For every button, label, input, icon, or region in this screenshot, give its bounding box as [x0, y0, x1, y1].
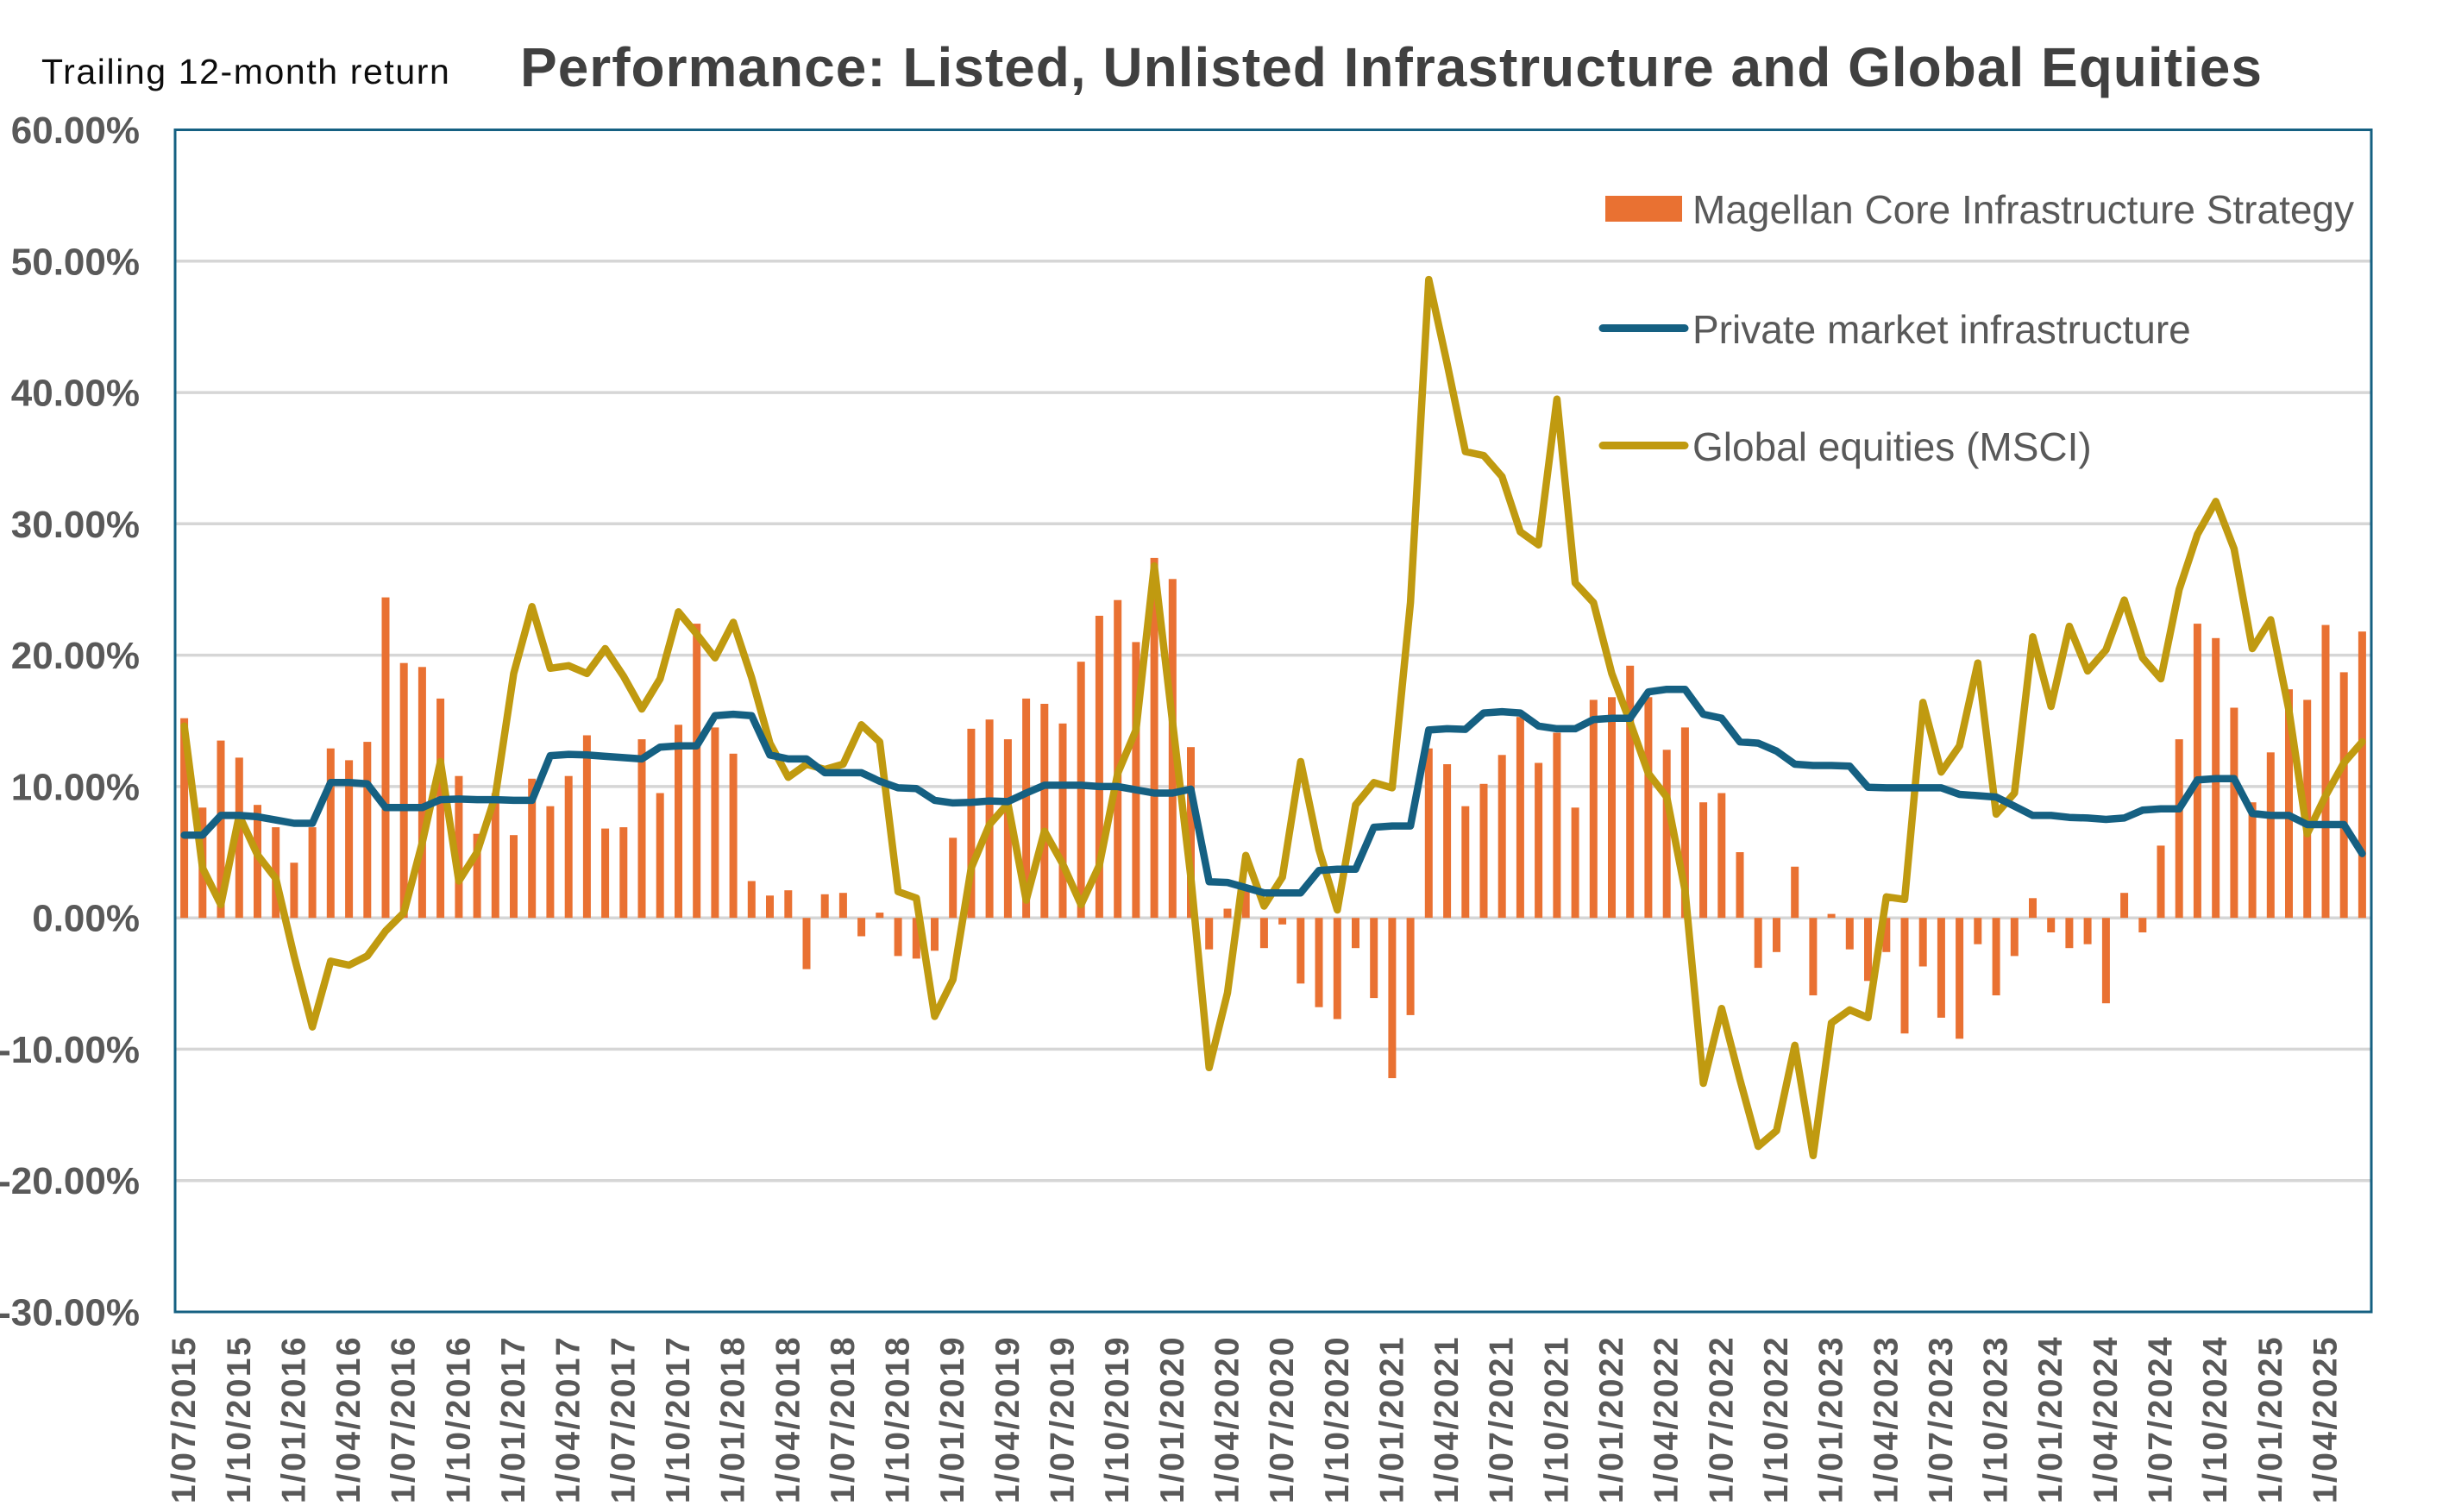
svg-text:1/10/2018: 1/10/2018 [880, 1335, 917, 1503]
svg-text:1/10/2020: 1/10/2020 [1319, 1335, 1356, 1503]
svg-text:1/07/2024: 1/07/2024 [2143, 1335, 2180, 1503]
svg-text:Performance: Listed, Unlisted: Performance: Listed, Unlisted Infrastruc… [520, 36, 2263, 98]
svg-text:1/04/2018: 1/04/2018 [769, 1335, 807, 1503]
svg-text:30.00%: 30.00% [11, 504, 140, 546]
svg-text:1/04/2016: 1/04/2016 [330, 1335, 367, 1503]
svg-text:-20.00%: -20.00% [0, 1160, 140, 1202]
svg-text:1/01/2023: 1/01/2023 [1813, 1335, 1850, 1503]
svg-text:1/07/2020: 1/07/2020 [1264, 1335, 1301, 1503]
svg-text:40.00%: 40.00% [11, 373, 140, 415]
svg-text:1/04/2020: 1/04/2020 [1209, 1335, 1246, 1503]
svg-text:1/01/2018: 1/01/2018 [715, 1335, 752, 1503]
svg-text:1/04/2019: 1/04/2019 [989, 1335, 1027, 1503]
svg-text:1/07/2016: 1/07/2016 [386, 1335, 423, 1503]
svg-text:1/01/2021: 1/01/2021 [1373, 1335, 1410, 1503]
svg-text:1/04/2024: 1/04/2024 [2088, 1335, 2125, 1503]
svg-text:1/07/2018: 1/07/2018 [825, 1335, 862, 1503]
svg-text:1/01/2020: 1/01/2020 [1154, 1335, 1191, 1503]
svg-text:1/01/2025: 1/01/2025 [2252, 1335, 2289, 1503]
svg-text:20.00%: 20.00% [11, 635, 140, 677]
svg-text:1/10/2024: 1/10/2024 [2197, 1335, 2234, 1503]
svg-text:50.00%: 50.00% [11, 241, 140, 283]
svg-text:1/07/2023: 1/07/2023 [1923, 1335, 1960, 1503]
svg-text:1/10/2019: 1/10/2019 [1099, 1335, 1136, 1503]
svg-text:60.00%: 60.00% [11, 110, 140, 152]
svg-text:10.00%: 10.00% [11, 766, 140, 808]
svg-text:1/07/2021: 1/07/2021 [1484, 1335, 1521, 1503]
svg-text:1/10/2017: 1/10/2017 [660, 1335, 697, 1503]
svg-text:1/04/2017: 1/04/2017 [550, 1335, 587, 1503]
svg-text:1/01/2017: 1/01/2017 [495, 1335, 532, 1503]
svg-text:1/10/2022: 1/10/2022 [1758, 1335, 1795, 1503]
svg-text:Trailing 12-month return: Trailing 12-month return [41, 52, 450, 91]
svg-text:1/07/2019: 1/07/2019 [1045, 1335, 1082, 1503]
svg-text:1/01/2022: 1/01/2022 [1593, 1335, 1630, 1503]
svg-text:1/04/2021: 1/04/2021 [1428, 1335, 1466, 1503]
svg-text:1/04/2023: 1/04/2023 [1868, 1335, 1905, 1503]
svg-text:1/10/2016: 1/10/2016 [440, 1335, 477, 1503]
svg-text:1/04/2025: 1/04/2025 [2307, 1335, 2345, 1503]
svg-text:Magellan Core Infrastructure S: Magellan Core Infrastructure Strategy [1692, 187, 2354, 232]
svg-text:0.00%: 0.00% [32, 898, 140, 940]
svg-text:Global equities (MSCI): Global equities (MSCI) [1692, 424, 2092, 469]
svg-text:1/07/2017: 1/07/2017 [605, 1335, 642, 1503]
svg-text:-30.00%: -30.00% [0, 1292, 140, 1334]
svg-text:Private market infrastructure: Private market infrastructure [1692, 307, 2191, 352]
svg-text:1/01/2016: 1/01/2016 [275, 1335, 312, 1503]
svg-text:1/04/2022: 1/04/2022 [1648, 1335, 1686, 1503]
svg-text:1/10/2015: 1/10/2015 [221, 1335, 258, 1503]
svg-text:1/01/2019: 1/01/2019 [934, 1335, 971, 1503]
svg-text:-10.00%: -10.00% [0, 1029, 140, 1071]
svg-text:1/07/2015: 1/07/2015 [166, 1335, 203, 1503]
svg-text:1/01/2024: 1/01/2024 [2032, 1335, 2069, 1503]
svg-text:1/07/2022: 1/07/2022 [1703, 1335, 1740, 1503]
svg-text:1/10/2021: 1/10/2021 [1538, 1335, 1575, 1503]
svg-text:1/10/2023: 1/10/2023 [1978, 1335, 2015, 1503]
